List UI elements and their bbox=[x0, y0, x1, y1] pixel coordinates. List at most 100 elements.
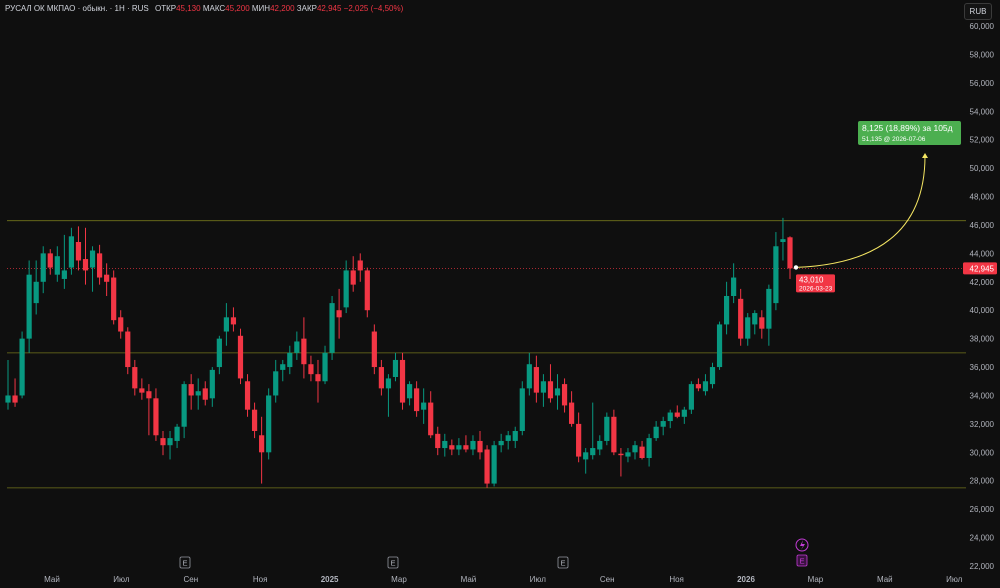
candle-body bbox=[646, 438, 652, 458]
time-tick-label: 2025 bbox=[321, 575, 339, 584]
currency-button[interactable]: RUB bbox=[964, 3, 992, 20]
candle bbox=[731, 263, 737, 304]
candle bbox=[583, 448, 589, 474]
candle bbox=[766, 284, 772, 346]
candle-body bbox=[174, 426, 180, 441]
candle bbox=[132, 359, 138, 396]
candle bbox=[350, 256, 356, 292]
price-tick-label: 58,000 bbox=[970, 50, 995, 59]
event-label: E bbox=[799, 557, 804, 566]
candle-body bbox=[505, 435, 511, 441]
candle-body bbox=[153, 398, 159, 436]
candle bbox=[237, 328, 244, 385]
candle-body bbox=[406, 384, 413, 399]
candle bbox=[759, 310, 765, 339]
candle bbox=[230, 307, 237, 332]
candle bbox=[33, 260, 39, 315]
candle bbox=[111, 270, 117, 325]
candle-body bbox=[378, 367, 384, 389]
candle-body bbox=[273, 371, 279, 396]
forecast-start-box bbox=[796, 274, 835, 293]
candle bbox=[702, 374, 709, 396]
candle-body bbox=[484, 449, 490, 484]
candle-body bbox=[399, 359, 406, 403]
candle-body bbox=[526, 364, 532, 389]
candle bbox=[82, 227, 89, 285]
candle-body bbox=[111, 277, 117, 321]
candle-body bbox=[547, 381, 554, 399]
price-tick-label: 38,000 bbox=[970, 335, 995, 344]
candle bbox=[660, 416, 666, 436]
event-badge bbox=[557, 556, 569, 569]
candle bbox=[449, 439, 455, 456]
candle bbox=[244, 374, 251, 417]
forecast-start-price: 43,010 bbox=[799, 275, 824, 284]
candle bbox=[498, 433, 504, 453]
candle-body bbox=[681, 409, 687, 417]
candle bbox=[195, 378, 201, 410]
candle bbox=[294, 331, 300, 360]
candle-body bbox=[421, 402, 427, 410]
candle-body bbox=[392, 359, 399, 377]
candle bbox=[54, 246, 60, 282]
candle-body bbox=[583, 452, 589, 460]
candle bbox=[96, 244, 103, 285]
time-tick-label: Июл bbox=[946, 575, 963, 584]
price-tick-label: 24,000 bbox=[970, 534, 995, 543]
candle-body bbox=[251, 409, 258, 431]
candle bbox=[68, 227, 75, 275]
time-tick-label: Май bbox=[877, 575, 893, 584]
candle bbox=[597, 435, 603, 456]
candle bbox=[554, 374, 561, 410]
candle bbox=[5, 359, 11, 410]
earnings-event-marker: E bbox=[179, 556, 191, 569]
candle bbox=[695, 378, 702, 392]
candle bbox=[477, 431, 483, 460]
candle-body bbox=[195, 391, 201, 396]
price-tick-label: 44,000 bbox=[970, 249, 995, 258]
time-axis: Май Июл Сен Ноя 2025 Мар Май Июл Сен Ноя 2026 Мар Ма… bbox=[44, 575, 962, 584]
candle-body bbox=[752, 313, 758, 325]
candle bbox=[752, 310, 758, 335]
candle-body bbox=[618, 453, 624, 456]
candle bbox=[378, 359, 384, 396]
candle-body bbox=[766, 288, 772, 329]
event-label: E bbox=[390, 559, 395, 568]
price-tick-label: 52,000 bbox=[970, 136, 995, 145]
candle bbox=[216, 335, 222, 375]
candle bbox=[533, 355, 539, 403]
candle-body bbox=[787, 237, 793, 269]
forecast-detail: 51,135 @ 2026-07-06 bbox=[862, 136, 926, 143]
close-value: 42,945 bbox=[316, 4, 342, 13]
candle-body bbox=[104, 274, 110, 282]
candle bbox=[435, 426, 441, 456]
candle bbox=[181, 381, 187, 439]
price-tick-label: 30,000 bbox=[970, 448, 995, 457]
candle bbox=[512, 426, 518, 449]
candle-body bbox=[660, 421, 666, 427]
candle bbox=[364, 267, 370, 318]
candle-body bbox=[723, 296, 730, 325]
candle bbox=[223, 303, 229, 346]
candle-body bbox=[357, 260, 363, 271]
candle-body bbox=[336, 310, 342, 318]
candle-body bbox=[463, 445, 469, 450]
time-tick-label: Мар bbox=[808, 575, 824, 584]
candle-body bbox=[40, 253, 46, 282]
forecast-start-dot bbox=[793, 265, 799, 270]
candle-body bbox=[308, 364, 314, 375]
forecast-target-label: 8,125 (18,89%) за 105д 51,135 @ 2026-07-0… bbox=[858, 121, 961, 145]
candle bbox=[47, 249, 53, 275]
candle-body bbox=[259, 435, 265, 453]
open-label: ОТКР bbox=[155, 4, 177, 13]
candle-body bbox=[773, 246, 779, 304]
candle-body bbox=[167, 438, 173, 446]
price-axis: 22,000 24,000 26,000 28,000 30,000 32,000 34,0… bbox=[963, 22, 997, 571]
candle bbox=[188, 374, 194, 410]
candle bbox=[329, 296, 335, 360]
candle bbox=[385, 374, 392, 417]
candle-body bbox=[371, 331, 377, 368]
candle bbox=[421, 388, 427, 424]
